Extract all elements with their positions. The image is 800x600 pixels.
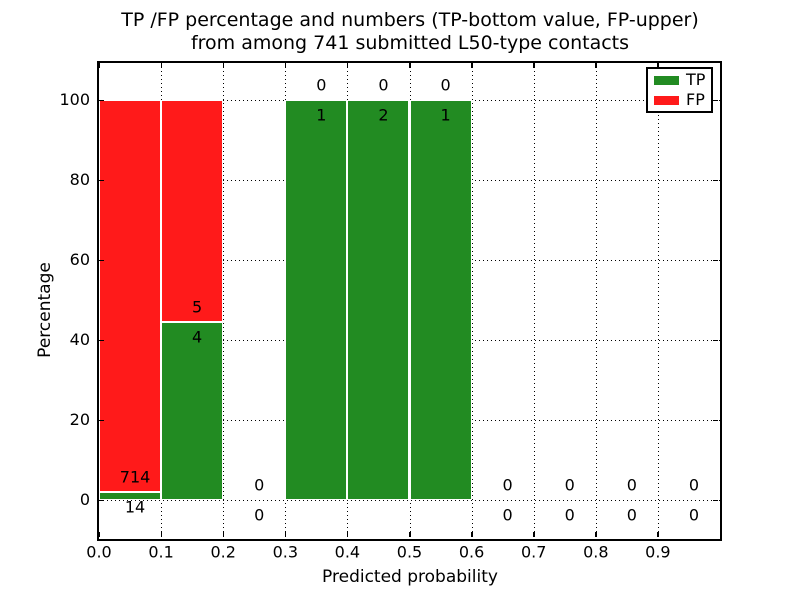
y-tick-label: 20 bbox=[69, 410, 90, 429]
tp-count-label: 0 bbox=[688, 505, 700, 525]
legend: TP FP bbox=[646, 67, 713, 113]
x-tickmark-top bbox=[657, 63, 659, 68]
y-tickmark-right bbox=[713, 179, 718, 181]
y-tick-label: 100 bbox=[59, 90, 90, 109]
x-tick-label: 0.0 bbox=[86, 542, 112, 562]
y-tickmark-left bbox=[99, 419, 104, 421]
x-tickmark-top bbox=[595, 63, 597, 68]
x-tickmark-bottom bbox=[657, 532, 659, 537]
y-tickmark-left bbox=[99, 499, 104, 501]
x-tick-label: 0.1 bbox=[148, 542, 174, 562]
x-tick-label: 0.3 bbox=[272, 542, 299, 562]
legend-label-fp: FP bbox=[686, 90, 705, 109]
y-tickmark-right bbox=[713, 339, 718, 341]
tp-count-label: 1 bbox=[316, 105, 327, 125]
x-tick-label: 0.9 bbox=[645, 542, 671, 562]
x-gridline bbox=[533, 63, 535, 539]
x-axis-label: Predicted probability bbox=[322, 567, 498, 587]
x-tickmark-top bbox=[471, 63, 473, 68]
y-tickmark-right bbox=[713, 259, 718, 261]
x-tick-label: 0.4 bbox=[334, 542, 361, 562]
tp-bar-segment bbox=[347, 100, 410, 500]
legend-item-fp: FP bbox=[654, 92, 705, 108]
x-tickmark-bottom bbox=[98, 532, 100, 537]
fp-count-label: 0 bbox=[316, 75, 327, 95]
y-tickmark-left bbox=[99, 179, 104, 181]
x-tickmark-top bbox=[533, 63, 535, 68]
tp-bar-segment bbox=[161, 322, 224, 500]
x-tick-label: 0.7 bbox=[520, 542, 547, 562]
legend-label-tp: TP bbox=[686, 70, 706, 89]
tp-count-label: 0 bbox=[502, 505, 513, 525]
y-tick-label: 0 bbox=[79, 490, 90, 509]
x-tickmark-bottom bbox=[160, 532, 163, 537]
tp-bar-segment bbox=[409, 100, 472, 500]
tp-count-label: 4 bbox=[192, 327, 203, 347]
x-tickmark-bottom bbox=[533, 532, 535, 537]
y-tickmark-left bbox=[99, 259, 104, 261]
x-tickmark-top bbox=[409, 63, 411, 68]
fp-count-label: 0 bbox=[254, 475, 265, 495]
tp-count-label: 0 bbox=[626, 505, 637, 525]
tp-count-label: 0 bbox=[254, 505, 265, 525]
fp-count-label: 5 bbox=[192, 297, 203, 317]
x-tickmark-bottom bbox=[222, 532, 225, 537]
y-tickmark-left bbox=[99, 99, 104, 101]
tp-count-label: 2 bbox=[378, 105, 389, 125]
fp-bar-segment bbox=[99, 100, 162, 493]
y-tickmark-right bbox=[713, 419, 718, 421]
x-tickmark-bottom bbox=[346, 532, 349, 537]
fp-count-label: 0 bbox=[440, 75, 451, 95]
x-tick-label: 0.8 bbox=[583, 542, 609, 562]
x-tickmark-top bbox=[222, 63, 225, 68]
x-tickmark-top bbox=[160, 63, 163, 68]
x-tickmark-top bbox=[98, 63, 100, 68]
x-tickmark-top bbox=[284, 63, 287, 68]
y-tickmark-left bbox=[99, 339, 104, 341]
x-tickmark-top bbox=[346, 63, 349, 68]
y-tickmark-right bbox=[713, 99, 718, 101]
fp-count-label: 0 bbox=[378, 75, 389, 95]
y-tick-label: 60 bbox=[69, 250, 90, 269]
y-tick-label: 40 bbox=[69, 330, 90, 349]
plot-area: 714 14 5 4 0 0 0 1 0 2 0 1 0 0 0 0 0 0 0 0 bbox=[97, 61, 722, 541]
legend-item-tp: TP bbox=[654, 72, 705, 88]
chart-title-line2: from among 741 submitted L50-type contac… bbox=[190, 32, 630, 54]
y-tick-label: 80 bbox=[69, 170, 90, 189]
x-gridline bbox=[595, 63, 597, 539]
tp-count-label: 1 bbox=[440, 105, 451, 125]
x-tick-label: 0.6 bbox=[458, 542, 485, 562]
tp-count-label: 0 bbox=[564, 505, 575, 525]
chart-title-line1: TP /FP percentage and numbers (TP-bottom… bbox=[121, 9, 699, 31]
x-tick-label: 0.2 bbox=[210, 542, 236, 562]
fp-count-label: 714 bbox=[119, 467, 151, 487]
tp-color-swatch bbox=[654, 75, 679, 85]
x-tickmark-bottom bbox=[409, 532, 411, 537]
x-gridline bbox=[657, 63, 659, 539]
fp-count-label: 0 bbox=[502, 475, 513, 495]
y-tickmark-right bbox=[713, 499, 718, 501]
x-gridline bbox=[471, 63, 473, 539]
tp-bar-segment bbox=[285, 100, 348, 500]
chart-title: TP /FP percentage and numbers (TP-bottom… bbox=[99, 9, 721, 55]
tp-bar-segment bbox=[99, 492, 162, 500]
fp-bar-segment bbox=[161, 100, 224, 323]
x-tick-label: 0.5 bbox=[396, 542, 423, 562]
fp-count-label: 0 bbox=[626, 475, 637, 495]
x-tickmark-bottom bbox=[471, 532, 473, 537]
fp-color-swatch bbox=[654, 95, 679, 105]
x-tickmark-bottom bbox=[284, 532, 287, 537]
tp-count-label: 14 bbox=[124, 497, 146, 517]
fp-count-label: 0 bbox=[564, 475, 575, 495]
fp-count-label: 0 bbox=[688, 475, 700, 495]
x-gridline bbox=[223, 63, 225, 539]
x-tickmark-bottom bbox=[595, 532, 597, 537]
